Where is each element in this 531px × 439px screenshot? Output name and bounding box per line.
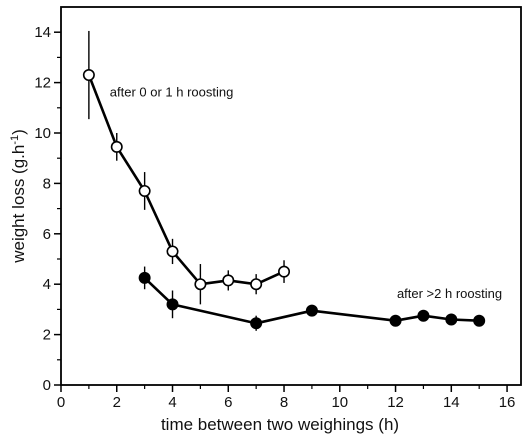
y-tick-label: 14 xyxy=(34,24,51,41)
x-tick-label: 4 xyxy=(168,394,176,411)
data-point xyxy=(473,314,486,327)
y-axis-title-main: weight loss (g.h xyxy=(9,145,28,264)
x-tick-label: 2 xyxy=(113,394,121,411)
y-axis-title: weight loss (g.h-1) xyxy=(9,129,28,264)
x-axis-title: time between two weighings (h) xyxy=(161,415,399,434)
data-point xyxy=(250,278,263,291)
y-tick-label: 10 xyxy=(34,125,51,142)
data-point xyxy=(417,309,430,322)
data-point xyxy=(110,140,123,153)
data-point xyxy=(389,314,402,327)
series-annotation: after >2 h roosting xyxy=(397,286,502,301)
y-tick-label: 0 xyxy=(43,377,51,394)
y-tick-label: 8 xyxy=(43,175,51,192)
data-point xyxy=(305,304,318,317)
data-point xyxy=(166,298,179,311)
series-1-line xyxy=(87,74,285,286)
y-tick-label: 6 xyxy=(43,226,51,243)
annotation-layer: after 0 or 1 h roosting after >2 h roosti… xyxy=(110,84,502,301)
y-tick-label: 12 xyxy=(34,75,51,92)
data-point xyxy=(166,245,179,258)
data-point xyxy=(445,313,458,326)
data-point xyxy=(82,69,95,82)
y-axis-ticks: 0 2 4 6 8 10 12 14 xyxy=(34,24,61,394)
x-tick-label: 6 xyxy=(224,394,232,411)
series-annotation: after 0 or 1 h roosting xyxy=(110,84,234,99)
x-tick-label: 16 xyxy=(499,394,516,411)
plot-frame xyxy=(60,6,522,386)
y-tick-label: 2 xyxy=(43,327,51,344)
x-tick-label: 0 xyxy=(57,394,65,411)
data-point xyxy=(138,184,151,197)
y-tick-label: 4 xyxy=(43,276,51,293)
series-1 xyxy=(82,30,291,305)
x-tick-label: 10 xyxy=(331,394,348,411)
x-tick-label: 14 xyxy=(443,394,460,411)
data-point xyxy=(222,274,235,287)
data-point xyxy=(138,271,151,284)
x-tick-label: 12 xyxy=(387,394,404,411)
x-axis-ticks: 0 2 4 6 8 10 12 14 16 xyxy=(57,385,516,411)
y-axis-title-close: ) xyxy=(9,129,28,135)
series-layer xyxy=(82,30,486,331)
x-tick-label: 8 xyxy=(280,394,288,411)
data-point xyxy=(194,278,207,291)
data-point xyxy=(250,317,263,330)
data-point xyxy=(278,265,291,278)
y-axis-title-superscript: -1 xyxy=(9,135,21,145)
series-2 xyxy=(138,266,486,331)
